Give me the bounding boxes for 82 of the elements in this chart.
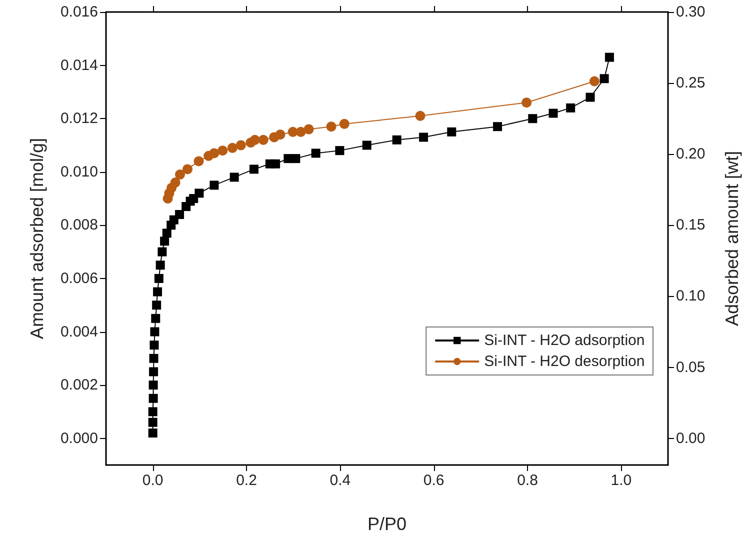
y2-tick-label: 0.30: [676, 4, 706, 20]
point: [548, 108, 558, 118]
y-tick-label: 0.002: [60, 376, 98, 394]
y-tick-label: 0.008: [60, 216, 98, 234]
point: [227, 142, 238, 153]
point: [218, 146, 228, 156]
point: [175, 210, 184, 220]
point: [175, 170, 185, 180]
y2-tick-label: 0.25: [676, 74, 706, 92]
y2-tick-label: 0.10: [676, 288, 706, 305]
point: [589, 76, 600, 86]
point: [194, 156, 204, 166]
y-tick-label: 0.014: [60, 56, 98, 74]
point: [604, 52, 614, 62]
y-axis-title: Amount adsorbed [mol/g]: [27, 138, 47, 340]
point: [335, 146, 344, 156]
point: [230, 172, 239, 182]
point: [148, 394, 158, 403]
legend-label: Si-INT - H2O adsorption: [484, 332, 645, 349]
x-tick-label: 0.8: [517, 472, 538, 489]
x-tick-label: 0.2: [236, 472, 257, 489]
point: [250, 134, 260, 145]
point: [236, 140, 246, 150]
point: [566, 103, 576, 112]
point: [210, 180, 219, 190]
y-tick-label: 0.012: [60, 110, 98, 128]
point: [249, 164, 258, 174]
point: [209, 148, 220, 158]
y-tick-label: 0.006: [60, 270, 98, 287]
point: [162, 228, 172, 238]
y-tick-label: 0.000: [60, 430, 98, 447]
point: [160, 236, 170, 246]
point: [150, 340, 159, 350]
point: [600, 74, 609, 84]
point: [154, 274, 164, 283]
x-tick-label: 1.0: [610, 472, 632, 489]
point: [493, 122, 502, 132]
point: [275, 130, 286, 140]
point: [304, 124, 314, 134]
point: [258, 134, 268, 145]
y2-tick-label: 0.20: [676, 146, 706, 163]
legend-label: Si-INT - H2O desorption: [484, 353, 645, 370]
point: [156, 260, 165, 270]
point: [296, 126, 306, 137]
point: [151, 314, 160, 323]
point: [158, 247, 167, 256]
point: [326, 122, 336, 132]
x-axis-title: P/P0: [367, 514, 407, 534]
point: [392, 135, 402, 144]
point: [149, 354, 158, 363]
point: [194, 188, 204, 198]
y2-tick-label: 0.05: [676, 358, 706, 376]
point: [447, 127, 456, 136]
point: [415, 110, 426, 121]
y2-tick-label: 0.15: [676, 216, 706, 234]
point: [362, 140, 372, 150]
point: [149, 367, 158, 376]
point: [170, 178, 180, 188]
y2-axis-title: Adsorbed amount [wt]: [722, 150, 742, 326]
point: [522, 98, 532, 108]
point: [152, 300, 162, 310]
point: [586, 92, 595, 102]
point: [291, 154, 300, 164]
point: [148, 418, 158, 427]
point: [148, 380, 158, 390]
y2-tick-label: 0.00: [676, 430, 706, 447]
x-tick-label: 0.0: [142, 472, 164, 489]
y-tick-label: 0.010: [60, 163, 98, 180]
point: [339, 118, 350, 129]
point: [528, 114, 538, 124]
y-tick-label: 0.016: [60, 4, 98, 20]
point: [148, 428, 158, 438]
point: [271, 159, 280, 168]
point: [148, 407, 158, 416]
x-tick-label: 0.4: [330, 472, 351, 489]
x-tick-label: 0.6: [423, 472, 444, 489]
y-tick-label: 0.004: [60, 323, 98, 340]
point: [419, 132, 428, 142]
point: [153, 287, 162, 296]
point: [150, 327, 160, 336]
point: [311, 148, 320, 158]
point: [182, 164, 192, 174]
